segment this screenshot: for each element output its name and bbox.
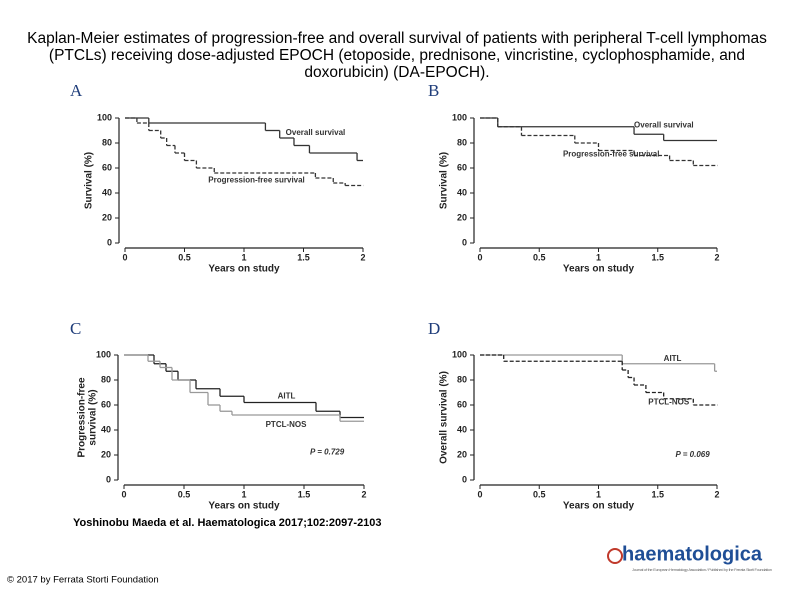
- y-tick-label: 60: [457, 162, 467, 172]
- y-tick-label: 40: [102, 187, 112, 197]
- x-tick-label: 1: [596, 489, 601, 499]
- curve-label: AITL: [664, 354, 682, 363]
- slide-title: Kaplan-Meier estimates of progression-fr…: [27, 30, 767, 81]
- x-axis-label: Years on study: [563, 264, 635, 275]
- y-tick-label: 40: [457, 424, 467, 434]
- y-tick-label: 20: [102, 212, 112, 222]
- x-axis-label: Years on study: [208, 264, 280, 275]
- p-value: P = 0.729: [310, 448, 345, 457]
- curve-label: PTCL-NOS: [648, 398, 690, 407]
- panel-letter: A: [70, 81, 83, 100]
- logo-mark: [607, 548, 623, 564]
- y-tick-label: 0: [107, 237, 112, 247]
- curve-label: AITL: [278, 391, 296, 400]
- x-tick-label: 0.5: [178, 489, 191, 499]
- citation: Yoshinobu Maeda et al. Haematologica 201…: [73, 517, 382, 529]
- survival-curve: [125, 117, 363, 162]
- x-tick-label: 2: [361, 489, 366, 499]
- y-tick-label: 60: [457, 399, 467, 409]
- p-value: P = 0.069: [676, 450, 711, 459]
- curve-label: Progression-free survival: [208, 176, 304, 185]
- x-axis-label: Years on study: [563, 501, 635, 512]
- x-tick-label: 1: [241, 252, 246, 262]
- x-tick-label: 0.5: [533, 252, 546, 262]
- logo-tagline: Journal of the European Hematology Assoc…: [632, 567, 772, 572]
- copyright: © 2017 by Ferrata Storti Foundation: [7, 575, 159, 586]
- y-tick-label: 0: [462, 474, 467, 484]
- y-tick-label: 100: [97, 112, 112, 122]
- y-tick-label: 40: [457, 187, 467, 197]
- x-tick-label: 1.5: [298, 489, 311, 499]
- x-tick-label: 0: [477, 252, 482, 262]
- y-axis-label: survival (%): [88, 389, 99, 445]
- survival-curve: [480, 117, 717, 167]
- x-tick-label: 1.5: [651, 252, 664, 262]
- logo-name: haematologica: [622, 543, 763, 565]
- y-tick-label: 0: [106, 474, 111, 484]
- curve-label: PTCL-NOS: [266, 420, 308, 429]
- y-tick-label: 100: [452, 112, 467, 122]
- x-tick-label: 0.5: [533, 489, 546, 499]
- x-tick-label: 1: [241, 489, 246, 499]
- y-tick-label: 0: [462, 237, 467, 247]
- y-tick-label: 60: [101, 399, 111, 409]
- y-tick-label: 20: [457, 449, 467, 459]
- x-tick-label: 2: [360, 252, 365, 262]
- y-tick-label: 80: [102, 137, 112, 147]
- y-axis-label: Progression-free: [77, 377, 88, 457]
- x-axis-label: Years on study: [208, 501, 280, 512]
- y-tick-label: 100: [96, 349, 111, 359]
- y-tick-label: 20: [457, 212, 467, 222]
- y-tick-label: 80: [101, 374, 111, 384]
- panel-letter: C: [70, 319, 81, 338]
- curve-label: Overall survival: [634, 121, 694, 130]
- y-axis-label: Survival (%): [84, 152, 95, 209]
- x-tick-label: 0.5: [178, 252, 191, 262]
- y-axis-label: Survival (%): [439, 152, 450, 209]
- panel-letter: B: [428, 81, 439, 100]
- y-axis-label: Overall survival (%): [439, 371, 450, 464]
- x-tick-label: 0: [122, 252, 127, 262]
- survival-curve: [125, 117, 363, 187]
- curve-label: Overall survival: [286, 128, 346, 137]
- y-tick-label: 100: [452, 349, 467, 359]
- survival-curve: [480, 354, 717, 406]
- x-tick-label: 1.5: [297, 252, 310, 262]
- x-tick-label: 0: [121, 489, 126, 499]
- panel-letter: D: [428, 319, 440, 338]
- x-tick-label: 1: [596, 252, 601, 262]
- x-tick-label: 2: [714, 489, 719, 499]
- curve-label: Progression-free survival: [563, 149, 659, 158]
- y-tick-label: 80: [457, 137, 467, 147]
- x-tick-label: 2: [714, 252, 719, 262]
- y-tick-label: 60: [102, 162, 112, 172]
- y-tick-label: 80: [457, 374, 467, 384]
- y-tick-label: 40: [101, 424, 111, 434]
- survival-curve: [124, 354, 364, 422]
- x-tick-label: 0: [477, 489, 482, 499]
- y-tick-label: 20: [101, 449, 111, 459]
- x-tick-label: 1.5: [651, 489, 664, 499]
